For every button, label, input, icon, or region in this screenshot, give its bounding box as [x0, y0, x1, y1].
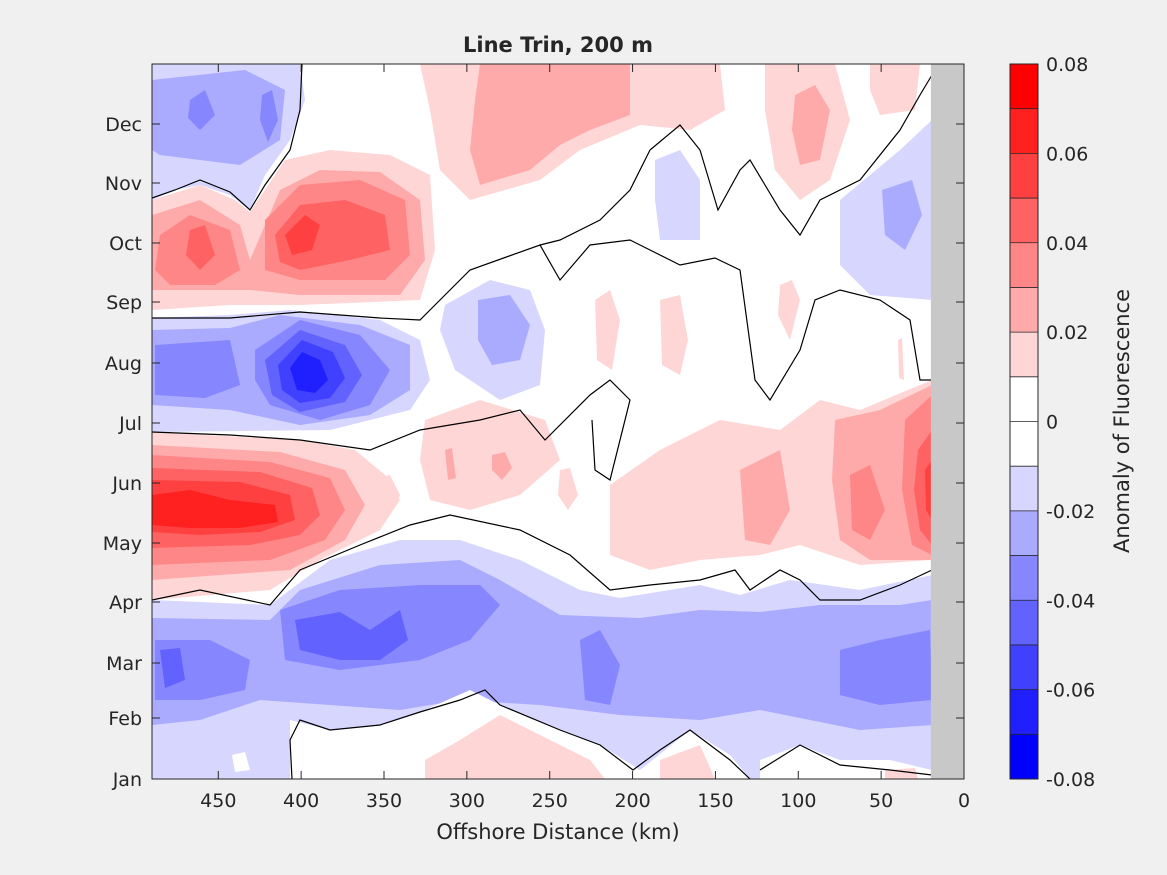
y-tick-label-7: Aug	[105, 353, 142, 375]
y-tick-label-9: Oct	[109, 233, 142, 255]
y-tick-label-0: Jan	[112, 769, 142, 791]
colorbar-tick-label-4: 0	[1046, 412, 1058, 434]
y-axis: Jan Feb Mar Apr May Jun Jul Aug Sep Oct Nov Dec	[103, 114, 964, 791]
colorbar-tick-label-5: -0.02	[1046, 501, 1095, 523]
contour-region-jan-white-left	[232, 752, 250, 772]
colorbar-level-13	[1010, 644, 1038, 691]
colorbar-frame	[1009, 63, 1039, 780]
colorbar-level-8	[1010, 421, 1038, 467]
y-tick-label-11: Dec	[105, 114, 142, 136]
contour-region-dec-blue-core	[188, 90, 278, 142]
zero-contour-line-8	[539, 149, 651, 246]
y-tick-label-8: Sep	[106, 292, 142, 314]
contour-region-aug-blue6	[290, 352, 328, 393]
x-axis-label: Offshore Distance (km)	[436, 820, 679, 844]
colorbar-level-9	[1010, 466, 1038, 512]
colorbar-level-6	[1010, 332, 1038, 378]
x-tick-label-1: 400	[283, 790, 319, 812]
zero-contour-line-5	[289, 689, 751, 779]
colorbar-tick-label-1: 0.06	[1046, 143, 1088, 165]
x-tick-label-5: 200	[614, 790, 650, 812]
contour-region-jun-red-right3	[925, 460, 932, 520]
contour-region-pink-spots	[595, 280, 904, 380]
colorbar-tick-label-7: -0.06	[1046, 680, 1095, 702]
y-tick-label-3: Apr	[109, 592, 142, 614]
contour-region-jun-red-right	[850, 395, 932, 555]
contour-region-aug-blue-center2	[478, 295, 530, 365]
colorbar-level-3	[1010, 198, 1038, 244]
contour-region-jun-red-right2	[914, 430, 932, 545]
contour-region-oct-blue-right2	[882, 180, 922, 250]
colorbar-level-0	[1010, 64, 1038, 110]
zero-contour-line-1	[152, 64, 303, 211]
x-tick-label-9: 0	[958, 790, 970, 812]
contour-region-jun-red4	[152, 490, 278, 528]
contour-region-jul-pink	[420, 400, 560, 510]
contour-region-dec-blue-mid	[152, 70, 285, 165]
y-tick-label-1: Feb	[108, 708, 142, 730]
y-tick-label-5: Jun	[111, 473, 142, 495]
contour-region-jun-pink-right2	[740, 385, 932, 560]
colorbar-level-11	[1010, 555, 1038, 601]
colorbar-tick-label-3: 0.02	[1046, 322, 1088, 344]
zero-contour-line-3	[152, 379, 631, 481]
contour-region-oct-red3	[285, 215, 320, 255]
contour-region-mar-blue3	[155, 585, 932, 705]
colorbar-level-15	[1010, 734, 1038, 780]
colorbar: 0.08 0.06 0.04 0.02 0 -0.02 -0.04 -0.06 -0.08	[1009, 54, 1095, 791]
colorbar-level-14	[1010, 689, 1038, 735]
x-tick-label-3: 300	[449, 790, 485, 812]
x-tick-label-0: 450	[200, 790, 236, 812]
no-data-region	[930, 64, 964, 779]
contour-region-nov-pink-center2	[470, 64, 630, 185]
zero-contours	[152, 64, 933, 779]
y-tick-label-2: Mar	[106, 653, 142, 675]
colorbar-tick-label-8: -0.08	[1046, 769, 1095, 791]
colorbar-level-10	[1010, 510, 1038, 557]
contour-region-mar-blue4	[160, 610, 408, 688]
colorbar-tick-label-6: -0.04	[1046, 590, 1095, 612]
colorbar-label: Anomaly of Fluorescence	[1110, 289, 1134, 553]
axes-box	[151, 63, 965, 780]
y-tick-label-10: Nov	[105, 173, 142, 195]
contour-region-jan-pink	[425, 715, 918, 779]
colorbar-level-12	[1010, 600, 1038, 646]
contour-region-oct-blue-right	[655, 120, 932, 300]
contour-region-jun-small-pink2	[445, 448, 512, 480]
zero-contour-line-4	[152, 514, 933, 606]
x-tick-label-2: 350	[366, 790, 402, 812]
colorbar-level-7	[1010, 376, 1038, 422]
colorbar-level-2	[1010, 153, 1038, 199]
zero-contour-line-6	[759, 744, 933, 776]
heatmap-field	[152, 64, 964, 779]
x-tick-label-6: 150	[697, 790, 733, 812]
x-tick-label-4: 250	[532, 790, 568, 812]
chart-title: Line Trin, 200 m	[463, 33, 653, 57]
colorbar-level-4	[1010, 242, 1038, 288]
y-tick-label-4: May	[103, 533, 142, 555]
y-tick-label-6: Jul	[118, 413, 142, 435]
x-tick-label-7: 100	[780, 790, 816, 812]
colorbar-tick-label-0: 0.08	[1046, 54, 1088, 76]
contour-region-nov-pink-right2	[792, 85, 830, 165]
zero-contour-line-2	[152, 239, 932, 402]
colorbar-level-1	[1010, 108, 1038, 154]
x-axis: 450 400 350 300 250 200 150 100 50 0	[200, 64, 970, 812]
colorbar-tick-label-2: 0.04	[1046, 233, 1088, 255]
x-tick-label-8: 50	[869, 790, 893, 812]
colorbar-level-5	[1010, 287, 1038, 333]
zero-contour-line-7	[649, 74, 933, 237]
